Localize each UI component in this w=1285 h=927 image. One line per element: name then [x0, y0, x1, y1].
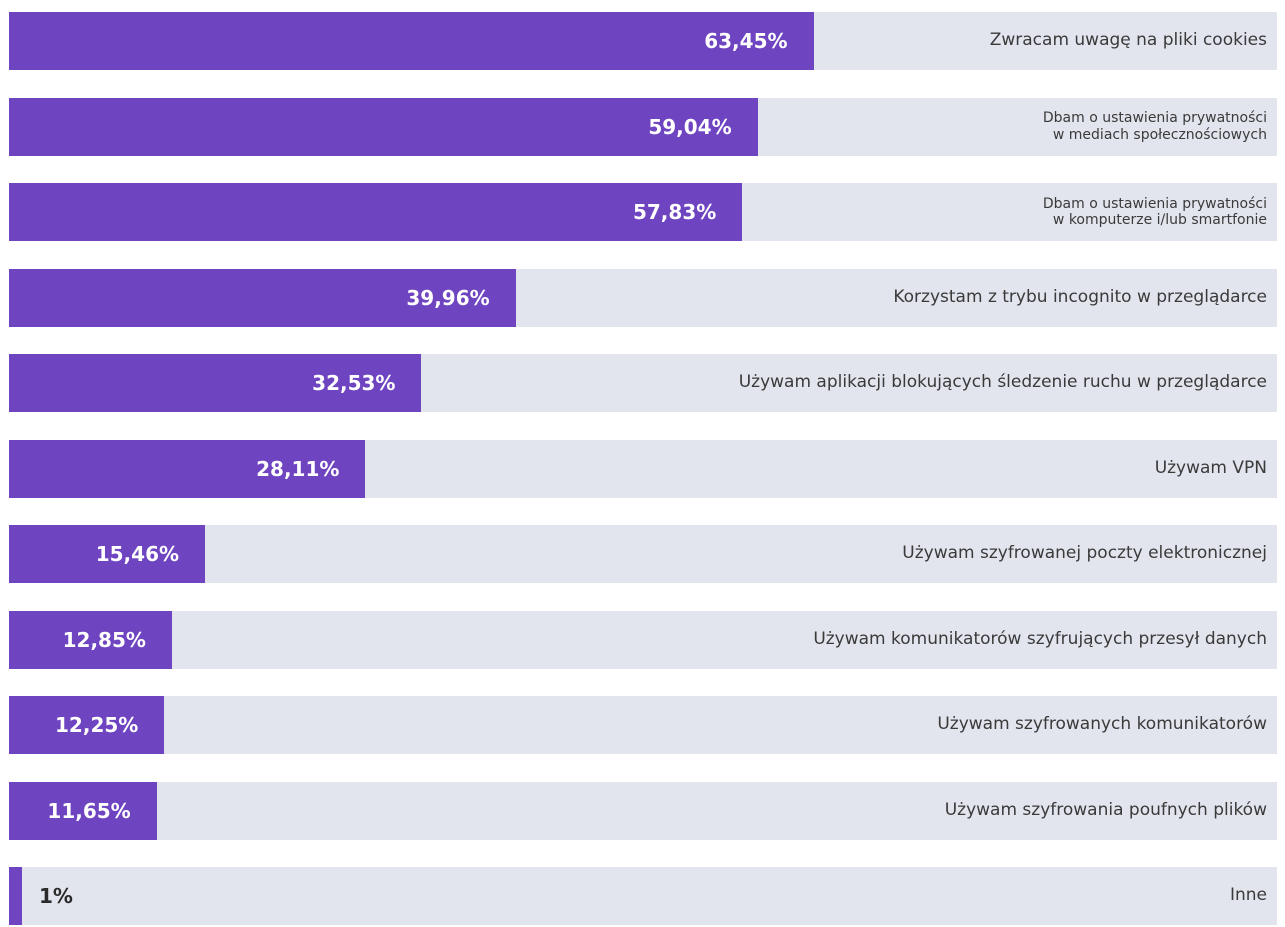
bar — [9, 867, 22, 925]
category-label: Dbam o ustawienia prywatności w komputer… — [1042, 195, 1267, 228]
bar — [9, 183, 743, 241]
bar-row: 1% Inne — [9, 867, 1277, 925]
value-label: 11,65% — [47, 798, 131, 823]
bar-track — [9, 867, 1277, 925]
bar-track — [9, 525, 1277, 583]
bar — [9, 97, 758, 156]
value-label: 32,53% — [312, 371, 396, 395]
bar-track — [9, 610, 1277, 669]
category-label: Dbam o ustawienia prywatności w mediach … — [1042, 110, 1267, 143]
bar-row: 12,85% Używam komunikatorów szyfrujących … — [9, 610, 1277, 669]
value-label: 15,46% — [95, 542, 180, 566]
bar — [9, 696, 165, 754]
bar-track — [9, 696, 1277, 754]
bar-row: 57,83% Dbam o ustawienia prywatności w ko… — [9, 183, 1277, 241]
value-label: 63,45% — [704, 29, 788, 53]
category-label: Inne — [1229, 885, 1267, 906]
bar — [9, 12, 814, 70]
value-label: 12,25% — [55, 713, 139, 737]
value-label: 39,96% — [406, 285, 490, 310]
category-label: Używam VPN — [1154, 457, 1267, 478]
bar — [9, 525, 206, 583]
bar — [9, 268, 516, 327]
bar — [9, 354, 422, 412]
value-label: 57,83% — [632, 200, 717, 224]
category-label: Używam komunikatorów szyfrujących przesy… — [813, 628, 1267, 649]
bar-row: 12,25% Używam szyfrowanych komunikatorów — [9, 696, 1277, 754]
bar-row: 28,11% Używam VPN — [9, 439, 1277, 498]
value-label: 59,04% — [648, 114, 732, 139]
bar — [9, 781, 157, 840]
category-label: Używam szyfrowania poufnych plików — [944, 799, 1267, 820]
value-label: 12,85% — [62, 627, 146, 652]
category-label: Używam szyfrowanej poczty elektronicznej — [902, 543, 1267, 564]
bar-row: 63,45% Zwracam uwagę na pliki cookies — [9, 12, 1277, 70]
bar-row: 59,04% Dbam o ustawienia prywatności w me… — [9, 97, 1277, 156]
category-label: Używam szyfrowanych komunikatorów — [937, 714, 1267, 735]
bar-row: 39,96% Korzystam z trybu incognito w prze… — [9, 268, 1277, 327]
bar-track — [9, 781, 1277, 840]
category-label: Zwracam uwagę na pliki cookies — [989, 30, 1267, 51]
category-label: Korzystam z trybu incognito w przeglądar… — [893, 286, 1267, 307]
bar-row: 11,65% Używam szyfrowania poufnych plików — [9, 781, 1277, 840]
value-label: 28,11% — [256, 456, 340, 481]
value-label: 1% — [39, 884, 73, 908]
bar-row: 32,53% Używam aplikacji blokujących śledz… — [9, 354, 1277, 412]
bar-row: 15,46% Używam szyfrowanej poczty elektron… — [9, 525, 1277, 583]
bar — [9, 610, 172, 669]
category-label: Używam aplikacji blokujących śledzenie r… — [738, 372, 1267, 393]
bar — [9, 439, 366, 498]
